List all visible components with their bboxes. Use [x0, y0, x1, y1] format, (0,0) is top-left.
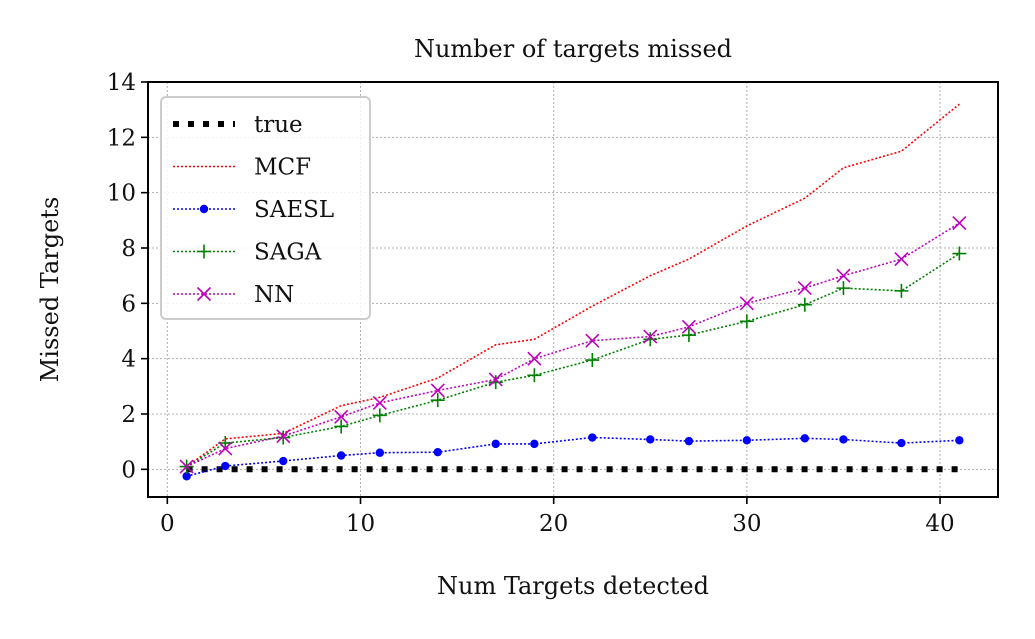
series-mcf	[186, 103, 960, 468]
data-point-saesl	[646, 435, 655, 444]
axis-ticks: 0 10 20 30 40 0 2 4 6 8 10 12 14	[107, 70, 955, 537]
series-line-saesl	[186, 436, 960, 478]
data-point-saesl	[279, 456, 288, 466]
data-point-nn	[894, 252, 909, 267]
legend-label-saga: SAGA	[254, 240, 322, 266]
data-point-saga	[430, 393, 445, 408]
y-tick-label: 10	[107, 181, 136, 207]
y-tick-label: 6	[121, 291, 136, 317]
legend-label-saesl: SAESL	[254, 197, 334, 223]
data-point-saga	[894, 283, 909, 298]
data-point-nn	[836, 268, 851, 283]
y-axis-label: Missed Targets	[36, 197, 64, 383]
legend-box	[160, 96, 371, 320]
data-point-saesl	[375, 448, 385, 457]
data-point-saesl	[800, 434, 810, 443]
y-tick-label: 14	[107, 70, 136, 96]
data-point-saesl	[742, 436, 752, 445]
data-point-nn	[643, 329, 658, 344]
series-nn	[179, 216, 967, 474]
legend-marker-saga	[197, 244, 211, 259]
data-point-nn	[585, 333, 600, 348]
data-point-saesl	[588, 433, 597, 442]
series-line-saga	[186, 252, 960, 468]
data-point-saesl	[491, 439, 500, 449]
data-point-saga	[797, 297, 812, 312]
y-tick-label: 12	[107, 125, 136, 151]
data-point-saga	[643, 332, 658, 347]
data-point-nn	[372, 395, 387, 410]
data-point-saesl	[433, 447, 442, 457]
data-point-saga	[334, 419, 349, 434]
legend-marker-nn	[196, 286, 212, 302]
x-tick-label: 10	[346, 511, 375, 537]
data-point-nn	[179, 459, 194, 474]
data-point-saesl	[221, 461, 230, 471]
data-point-nn	[739, 296, 754, 311]
data-point-saga	[681, 328, 696, 343]
legend-label-mcf: MCF	[254, 155, 311, 181]
data-point-nn	[334, 409, 349, 424]
data-point-saesl	[839, 435, 848, 444]
data-point-nn	[276, 429, 291, 444]
data-point-nn	[952, 216, 967, 231]
data-point-saga	[488, 375, 503, 390]
data-point-saesl	[182, 472, 191, 481]
x-tick-label: 30	[732, 511, 761, 537]
series-line-nn	[186, 222, 960, 468]
data-point-saga	[739, 314, 754, 329]
x-tick-label: 20	[539, 511, 568, 537]
series-lines	[179, 103, 967, 481]
legend: true MCF SAESL SAGA NN	[160, 96, 371, 320]
x-axis-label: Num Targets detected	[437, 572, 709, 600]
y-tick-label: 8	[121, 236, 136, 262]
data-point-nn	[681, 319, 696, 334]
data-point-nn	[488, 372, 503, 387]
legend-label-true: true	[254, 112, 303, 138]
data-point-saesl	[530, 439, 539, 449]
data-point-nn	[430, 383, 445, 398]
chart-title: Number of targets missed	[414, 35, 732, 63]
y-tick-label: 0	[121, 457, 136, 483]
data-point-saga	[585, 353, 600, 368]
data-point-nn	[527, 351, 542, 366]
data-point-saga	[952, 246, 967, 261]
data-point-nn	[797, 281, 812, 296]
data-point-saga	[527, 368, 542, 383]
data-point-saga	[372, 408, 387, 423]
data-point-saesl	[336, 451, 346, 460]
series-saesl	[182, 433, 964, 481]
series-line-mcf	[186, 103, 960, 468]
legend-marker-saesl	[199, 204, 209, 214]
data-point-nn	[218, 441, 233, 456]
data-point-saga	[836, 281, 851, 296]
data-point-saesl	[955, 436, 964, 445]
data-point-saesl	[684, 436, 694, 446]
y-tick-label: 2	[121, 402, 136, 428]
x-tick-label: 40	[925, 511, 954, 537]
legend-label-nn: NN	[254, 282, 294, 308]
y-tick-label: 4	[121, 347, 136, 373]
data-point-saesl	[897, 438, 906, 448]
plot-area-frame	[147, 81, 999, 498]
x-tick-label: 0	[160, 511, 175, 537]
